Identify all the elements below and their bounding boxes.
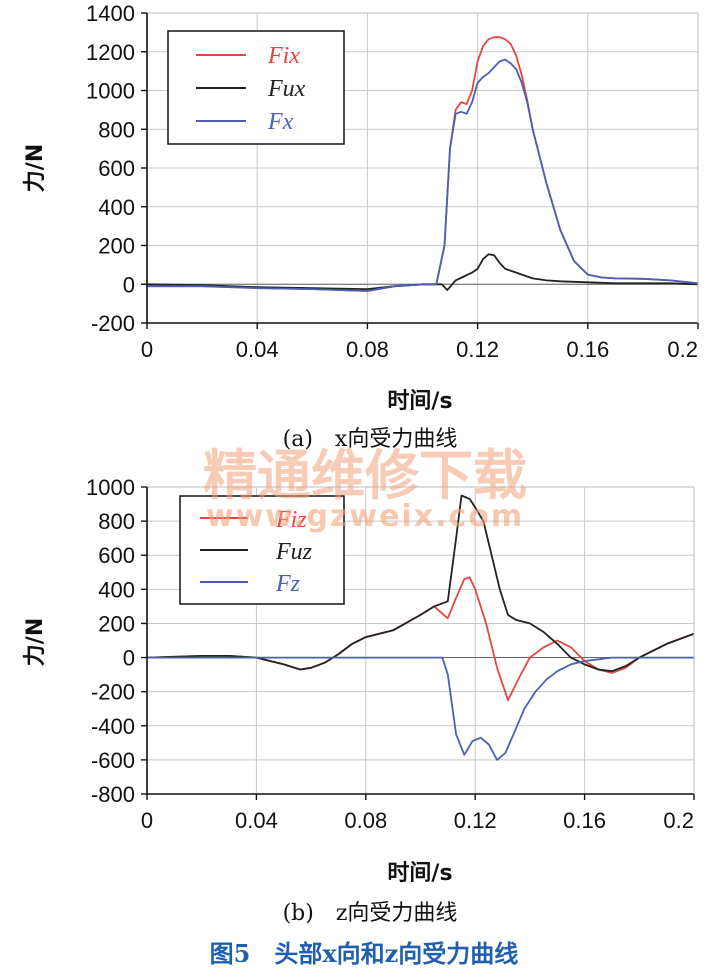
y-tick-label: 800	[98, 509, 135, 534]
x-tick-label: 0.08	[344, 808, 387, 833]
legend-label-fuz: Fuz	[275, 539, 313, 565]
series-line-fz	[147, 656, 694, 761]
y-tick-label: 1200	[86, 40, 135, 65]
y-tick-label: 600	[98, 543, 135, 568]
chart-z-force: 0 0.04 0.08 0.12 0.16 0.2 -800 -600 -400 -200 0 200…	[23, 475, 695, 926]
x-tick-label: 0.16	[566, 337, 609, 362]
x-tick-label: 0.04	[235, 808, 278, 833]
legend-label-fiz: Fiz	[275, 507, 307, 533]
y-tick-label: -200	[91, 311, 135, 336]
x-tick-label: 0.04	[236, 337, 279, 362]
x-tick-label: 0.2	[663, 808, 694, 833]
x-tick-label: 0	[141, 337, 153, 362]
x-axis-label: 时间/s	[387, 389, 452, 414]
chart-x-force: 0 0.04 0.08 0.12 0.16 0.2-2000200400600800100…	[23, 1, 699, 452]
y-tick-label: -800	[91, 782, 135, 807]
y-tick-label: 1000	[86, 475, 135, 500]
figure-caption: 图5 头部x向和z向受力曲线	[210, 939, 519, 968]
series-line-fuz	[146, 494, 695, 673]
y-tick-label: 1000	[86, 79, 135, 104]
legend: Fix Fux Fx	[167, 30, 345, 145]
x-tick-label: 0.16	[563, 808, 606, 833]
x-tick-label: 0.08	[346, 337, 389, 362]
x-axis-label: 时间/s	[387, 861, 452, 886]
legend-box	[167, 30, 345, 145]
y-tick-label: 0	[123, 646, 135, 671]
y-tick-label: -600	[91, 748, 135, 773]
legend-label-fx: Fx	[267, 109, 294, 135]
legend-label-fux: Fux	[267, 76, 306, 102]
y-tick-label: 1400	[86, 1, 135, 26]
y-tick-label: 400	[98, 577, 135, 602]
y-tick-label: -400	[91, 714, 135, 739]
watermark-url: www.gzweix.com	[206, 499, 524, 534]
chart-caption-a: (a) x向受力曲线	[283, 427, 458, 452]
y-axis-label: 力/N	[23, 144, 48, 192]
legend: Fiz Fuz Fz	[179, 495, 345, 605]
y-tick-label: 200	[98, 611, 135, 636]
x-tick-label: 0	[141, 808, 153, 833]
y-tick-label: 800	[98, 117, 135, 142]
series-line-fx	[147, 58, 699, 292]
x-tick-label: 0.2	[667, 337, 698, 362]
y-tick-label: 600	[98, 156, 135, 181]
y-tick-label: 0	[123, 272, 135, 297]
chart-caption-b: (b) z向受力曲线	[283, 901, 458, 926]
watermark-text: 精通维修下载	[203, 444, 527, 507]
y-axis-label: 力/N	[23, 618, 48, 666]
x-tick-label: 0.12	[456, 337, 499, 362]
y-tick-label: 400	[98, 195, 135, 220]
y-tick-label: 200	[98, 234, 135, 259]
x-tick-label: 0.12	[454, 808, 497, 833]
legend-label-fz: Fz	[275, 571, 301, 597]
y-tick-label: -200	[91, 680, 135, 705]
legend-label-fix: Fix	[267, 43, 300, 69]
